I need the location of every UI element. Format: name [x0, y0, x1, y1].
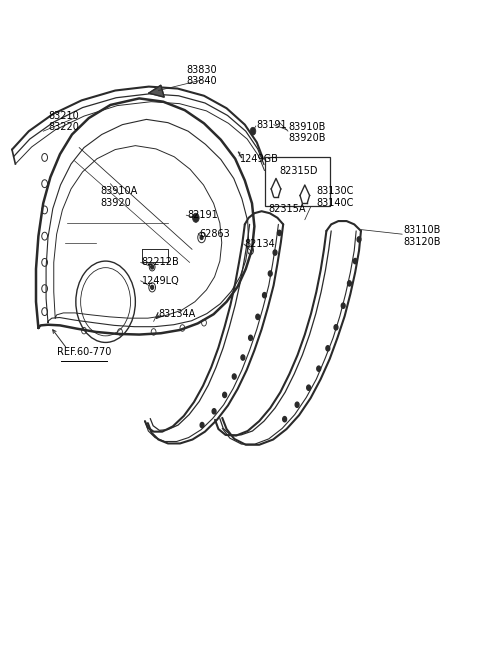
Text: 83910B
83920B: 83910B 83920B [288, 122, 325, 143]
Text: 83110B
83120B: 83110B 83120B [403, 226, 441, 247]
Circle shape [232, 374, 236, 379]
Circle shape [277, 230, 281, 236]
Circle shape [200, 422, 204, 428]
Circle shape [353, 258, 357, 264]
Text: 83130C
83140C: 83130C 83140C [317, 186, 354, 207]
Circle shape [348, 281, 351, 286]
Text: 83210
83220: 83210 83220 [48, 111, 79, 132]
Text: 83134A: 83134A [158, 308, 196, 319]
Text: 83910A
83920: 83910A 83920 [101, 186, 138, 207]
Circle shape [200, 236, 203, 239]
Text: 82134: 82134 [245, 239, 276, 249]
Circle shape [250, 127, 256, 135]
Circle shape [317, 366, 321, 371]
Circle shape [273, 250, 277, 255]
Text: 82315A: 82315A [269, 203, 306, 214]
FancyBboxPatch shape [265, 157, 330, 206]
Text: 83191: 83191 [257, 119, 288, 130]
Circle shape [192, 213, 199, 222]
Text: 62863: 62863 [199, 229, 230, 239]
Circle shape [212, 409, 216, 414]
Text: 82212B: 82212B [142, 257, 180, 268]
Circle shape [341, 303, 345, 308]
Circle shape [151, 265, 154, 269]
Circle shape [151, 285, 154, 289]
Circle shape [241, 355, 245, 360]
Circle shape [283, 417, 287, 422]
Circle shape [268, 271, 272, 276]
Circle shape [295, 402, 299, 407]
Circle shape [256, 314, 260, 319]
Circle shape [357, 237, 361, 242]
Circle shape [249, 335, 252, 340]
Text: 1249LQ: 1249LQ [142, 276, 180, 287]
Circle shape [326, 346, 330, 351]
Circle shape [334, 325, 338, 330]
Text: 83830
83840: 83830 83840 [186, 65, 217, 86]
Text: 82191: 82191 [187, 210, 218, 220]
Circle shape [263, 293, 266, 298]
Text: 1249GB: 1249GB [240, 154, 279, 164]
Circle shape [223, 392, 227, 398]
Text: 82315D: 82315D [279, 165, 318, 176]
Circle shape [307, 385, 311, 390]
Polygon shape [149, 85, 164, 97]
Text: REF.60-770: REF.60-770 [57, 347, 111, 358]
